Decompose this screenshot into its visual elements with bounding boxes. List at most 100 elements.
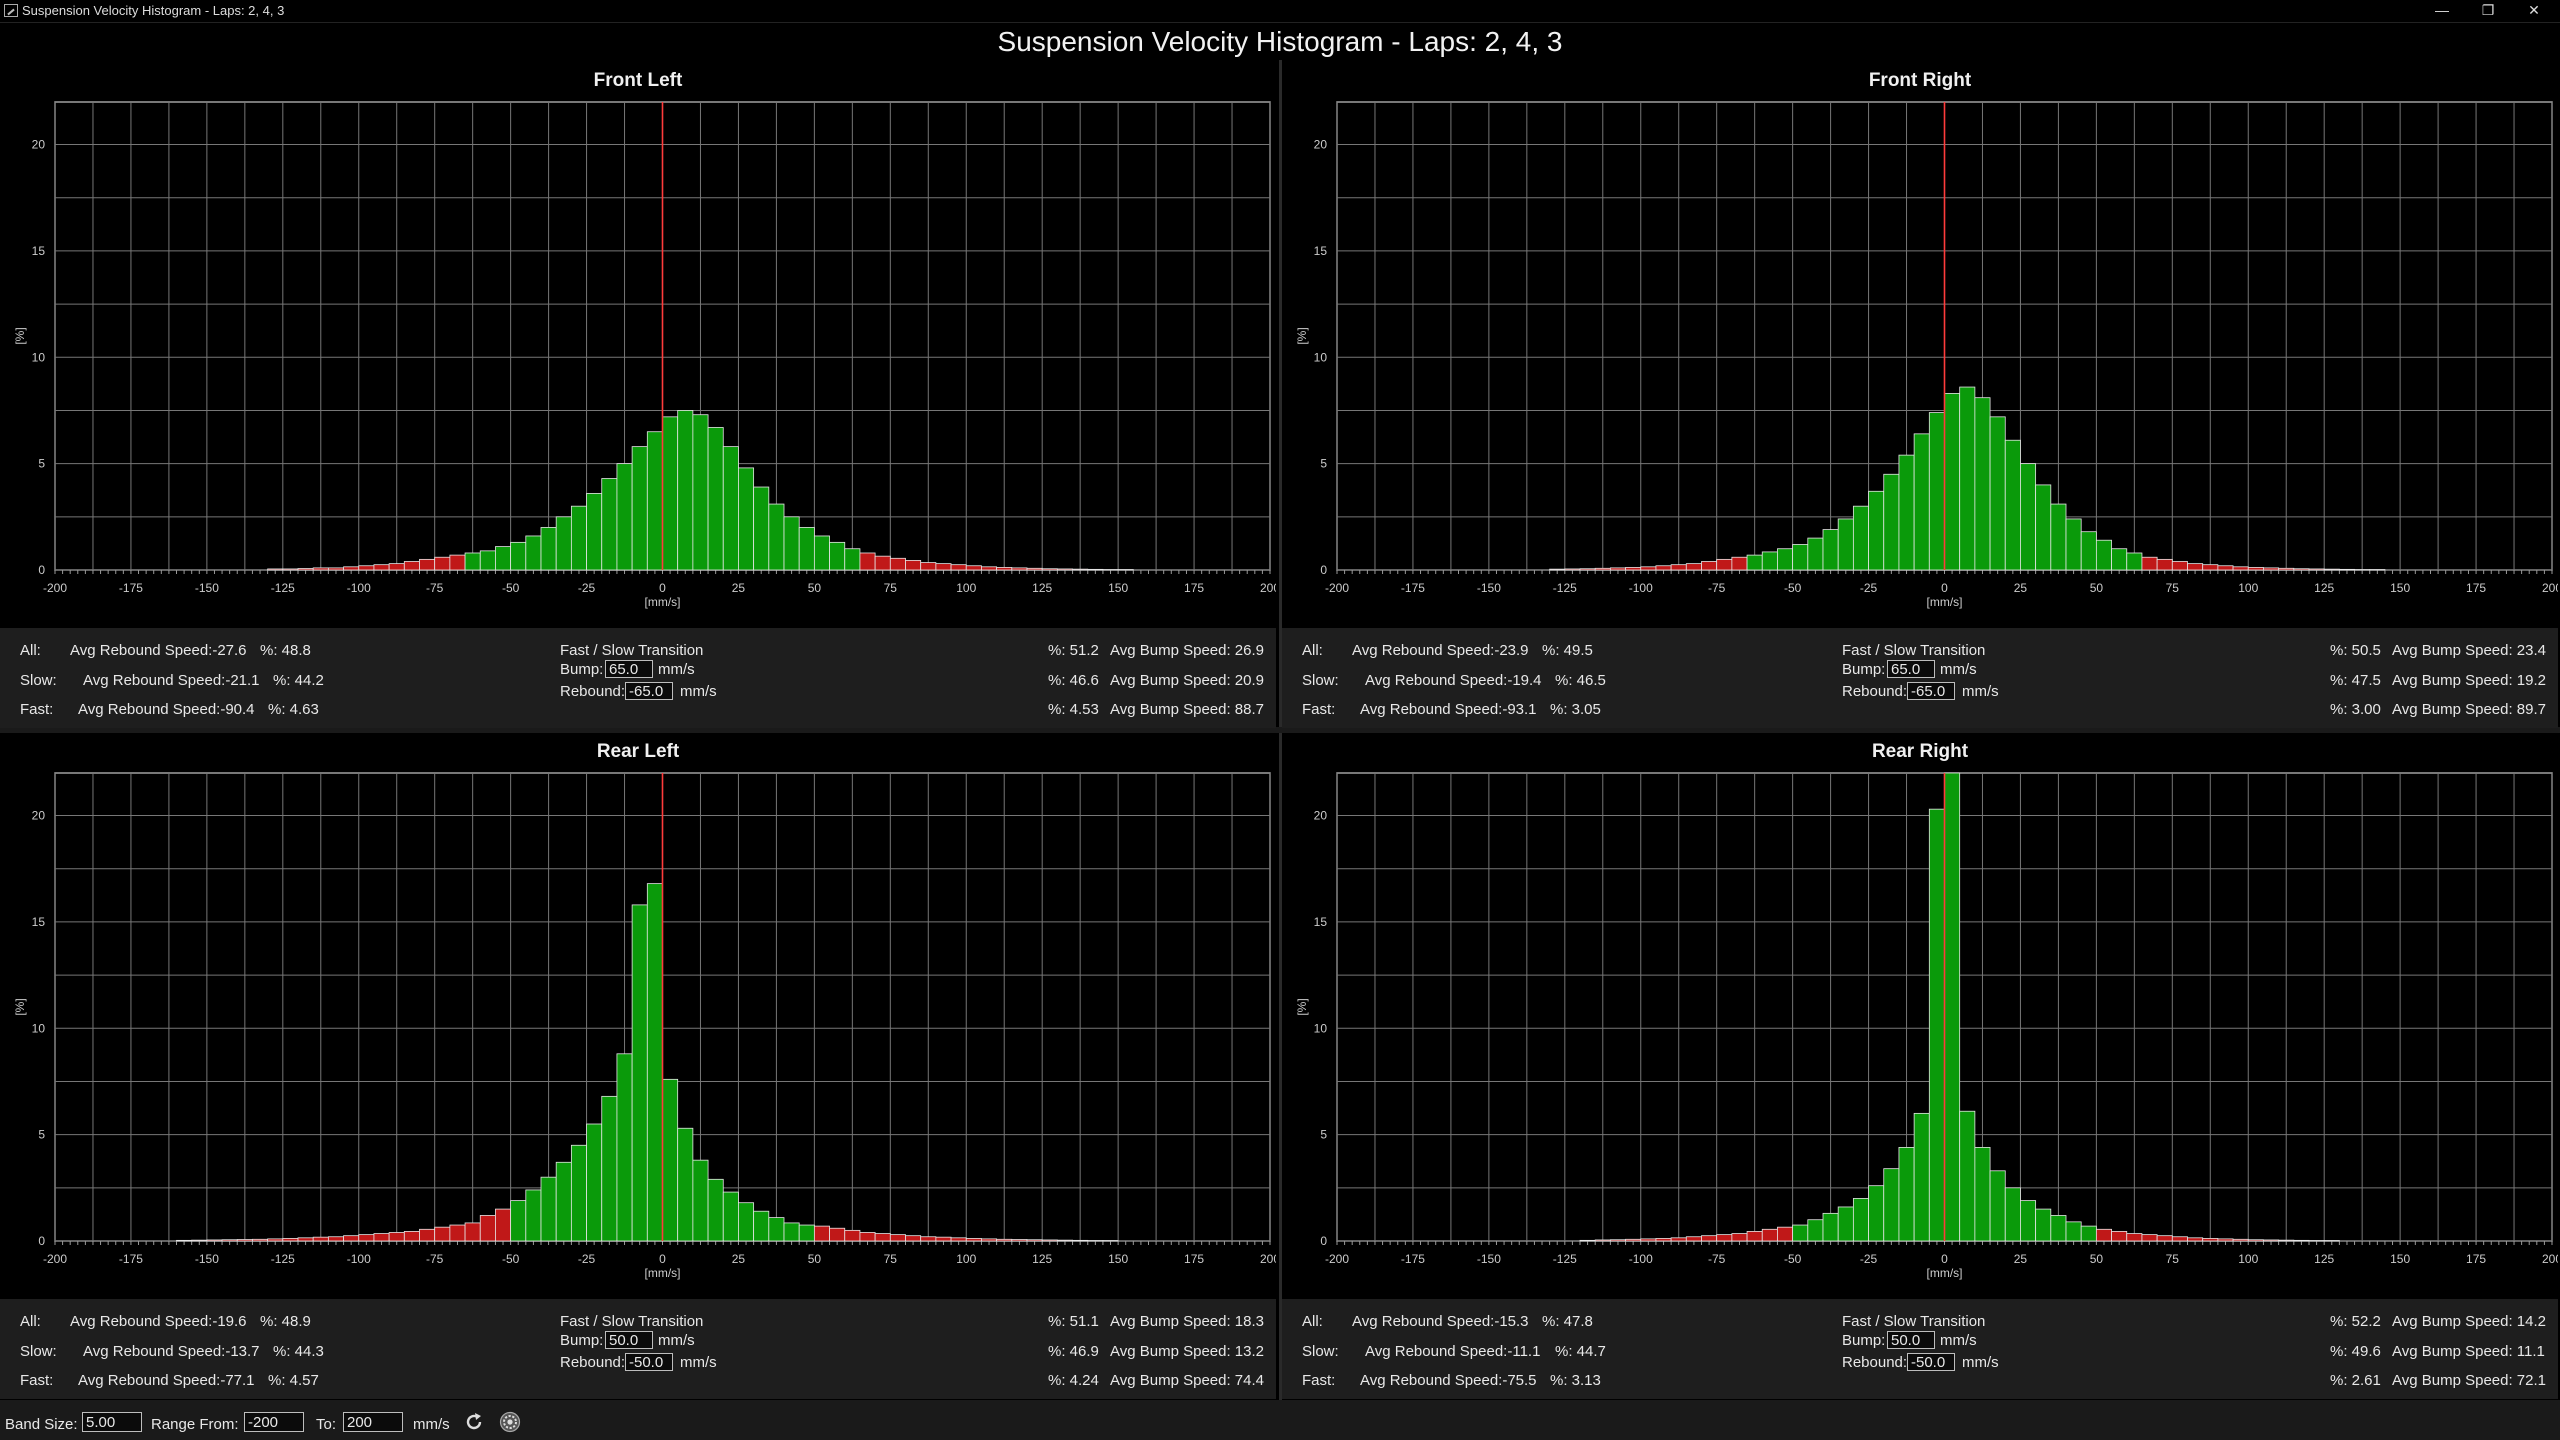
bump-percent-slow: %: 47.5 [2330, 672, 2381, 689]
histogram-bar [327, 567, 344, 571]
histogram-bar [2004, 439, 2021, 571]
row-label-slow: Slow: [1302, 1343, 1339, 1360]
x-tick-label: -100 [1629, 1252, 1653, 1266]
bump-percent-fast: %: 4.53 [1048, 701, 1099, 718]
rebound-threshold-input[interactable] [1907, 682, 1955, 700]
rebound-percent-all: %: 47.8 [1542, 1313, 1593, 1330]
y-tick-label: 0 [38, 563, 45, 577]
histogram-bar [343, 566, 360, 571]
histogram-bar [495, 1208, 512, 1242]
app-icon [4, 4, 18, 17]
x-tick-label: 0 [659, 581, 666, 595]
histogram-bar [540, 1176, 557, 1242]
x-axis-label: [mm/s] [1927, 1266, 1963, 1280]
rebound-threshold-input[interactable] [625, 682, 673, 700]
avg-rebound-speed-fast: Avg Rebound Speed:-93.1 [1360, 701, 1537, 718]
histogram-bar [1792, 544, 1809, 571]
rebound-threshold-label: Rebound: [1842, 1354, 1908, 1371]
bump-threshold-input[interactable] [1887, 1331, 1935, 1349]
histogram-bar [2217, 565, 2234, 571]
y-tick-label: 5 [38, 1128, 45, 1142]
histogram-bar [601, 1095, 618, 1242]
histogram-bar [2187, 1237, 2204, 1242]
x-axis-label: [mm/s] [1927, 595, 1963, 609]
histogram-bar [1868, 490, 1885, 571]
band-size-label: Band Size: [5, 1416, 78, 1433]
histogram-bar [1746, 554, 1763, 571]
refresh-icon[interactable] [462, 1410, 486, 1434]
x-tick-label: 0 [1941, 1252, 1948, 1266]
panel-title: Rear Right [1871, 741, 1969, 762]
histogram-bar [1989, 416, 2006, 571]
x-tick-label: -175 [1401, 1252, 1425, 1266]
bump-threshold-input[interactable] [605, 1331, 653, 1349]
histogram-bar [783, 1222, 800, 1242]
histogram-bar [1989, 1170, 2006, 1242]
histogram-bar [1041, 1239, 1058, 1242]
histogram-bar [1868, 1185, 1885, 1242]
histogram-bar [282, 1238, 299, 1242]
close-button[interactable]: ✕ [2528, 2, 2540, 18]
histogram-chart: -200 -175 -150 -125 -100 -75 -50 -25 0 25 50 75 100 1… [1295, 101, 2558, 609]
x-tick-label: -125 [271, 1252, 295, 1266]
histogram-bar [1579, 1239, 1596, 1242]
histogram-bar [373, 564, 390, 571]
histogram-bar [1625, 567, 1642, 571]
x-tick-label: 100 [2238, 581, 2258, 595]
x-tick-label: 100 [956, 581, 976, 595]
settings-icon[interactable] [498, 1410, 522, 1434]
histogram-bar [677, 1127, 694, 1242]
histogram-bar [1655, 565, 1672, 571]
bump-threshold-input[interactable] [1887, 660, 1935, 678]
histogram-bar [692, 414, 709, 571]
histogram-bar [1807, 537, 1824, 571]
x-tick-label: -50 [502, 581, 520, 595]
restore-button[interactable]: ❐ [2481, 2, 2495, 18]
x-tick-label: 75 [2166, 1252, 2180, 1266]
minimize-button[interactable]: — [2435, 2, 2449, 18]
rebound-percent-all: %: 48.8 [260, 642, 311, 659]
x-tick-label: -175 [1401, 581, 1425, 595]
histogram-bar [525, 1189, 542, 1242]
y-tick-label: 20 [1314, 138, 1328, 152]
histogram-bar [1701, 1235, 1718, 1242]
histogram-bar [707, 1178, 724, 1242]
histogram-bar [1883, 1168, 1900, 1242]
histogram-bar [1959, 386, 1976, 571]
histogram-bar [1913, 1112, 1930, 1242]
histogram-bar [1822, 1212, 1839, 1242]
histogram-bar [2278, 567, 2295, 571]
histogram-bar [1640, 566, 1657, 571]
rebound-percent-slow: %: 44.7 [1555, 1343, 1606, 1360]
histogram-bar [2171, 1236, 2188, 1242]
rebound-threshold-input[interactable] [1907, 1353, 1955, 1371]
histogram-bar [935, 563, 952, 571]
bump-percent-all: %: 51.2 [1048, 642, 1099, 659]
row-label-slow: Slow: [20, 1343, 57, 1360]
bump-percent-slow: %: 49.6 [2330, 1343, 2381, 1360]
x-tick-label: -150 [195, 1252, 219, 1266]
histogram-bar [1807, 1219, 1824, 1242]
bump-percent-all: %: 50.5 [2330, 642, 2381, 659]
histogram-bar [449, 1224, 466, 1242]
bump-percent-slow: %: 46.6 [1048, 672, 1099, 689]
bump-threshold-input[interactable] [605, 660, 653, 678]
transition-label: Fast / Slow Transition [560, 642, 704, 659]
histogram-bar [1594, 567, 1611, 571]
histogram-bar [1898, 454, 1915, 571]
histogram-chart: -200 -175 -150 -125 -100 -75 -50 -25 0 25 50 75 100 1… [13, 101, 1276, 609]
main-title: Suspension Velocity Histogram - Laps: 2,… [997, 26, 1563, 57]
histogram-bar [282, 568, 299, 571]
range-to-input[interactable] [343, 1412, 403, 1432]
range-from-input[interactable] [244, 1412, 304, 1432]
rebound-threshold-input[interactable] [625, 1353, 673, 1371]
x-tick-label: 125 [2314, 1252, 2334, 1266]
histogram-bar [965, 565, 982, 571]
y-tick-label: 0 [1320, 1234, 1327, 1248]
stats-panel: All: Avg Rebound Speed:-19.6 %: 48.9 %: 51.… [0, 1299, 1276, 1399]
histogram-bar [2293, 1239, 2310, 1242]
histogram-bar [798, 527, 815, 571]
band-size-input[interactable] [82, 1412, 142, 1432]
histogram-bar [297, 1237, 314, 1242]
histogram-bar [388, 563, 405, 571]
